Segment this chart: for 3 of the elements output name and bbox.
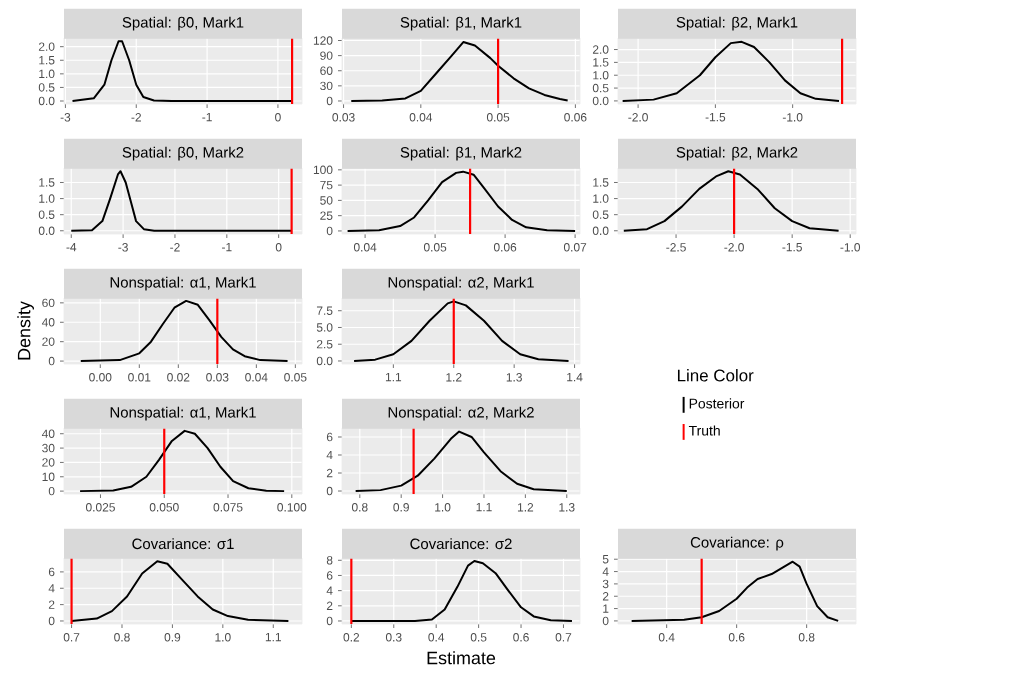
x-axis-title: Estimate xyxy=(427,651,496,665)
legend-title: Line Color xyxy=(677,369,754,382)
y-axis-title: Density xyxy=(17,301,34,360)
